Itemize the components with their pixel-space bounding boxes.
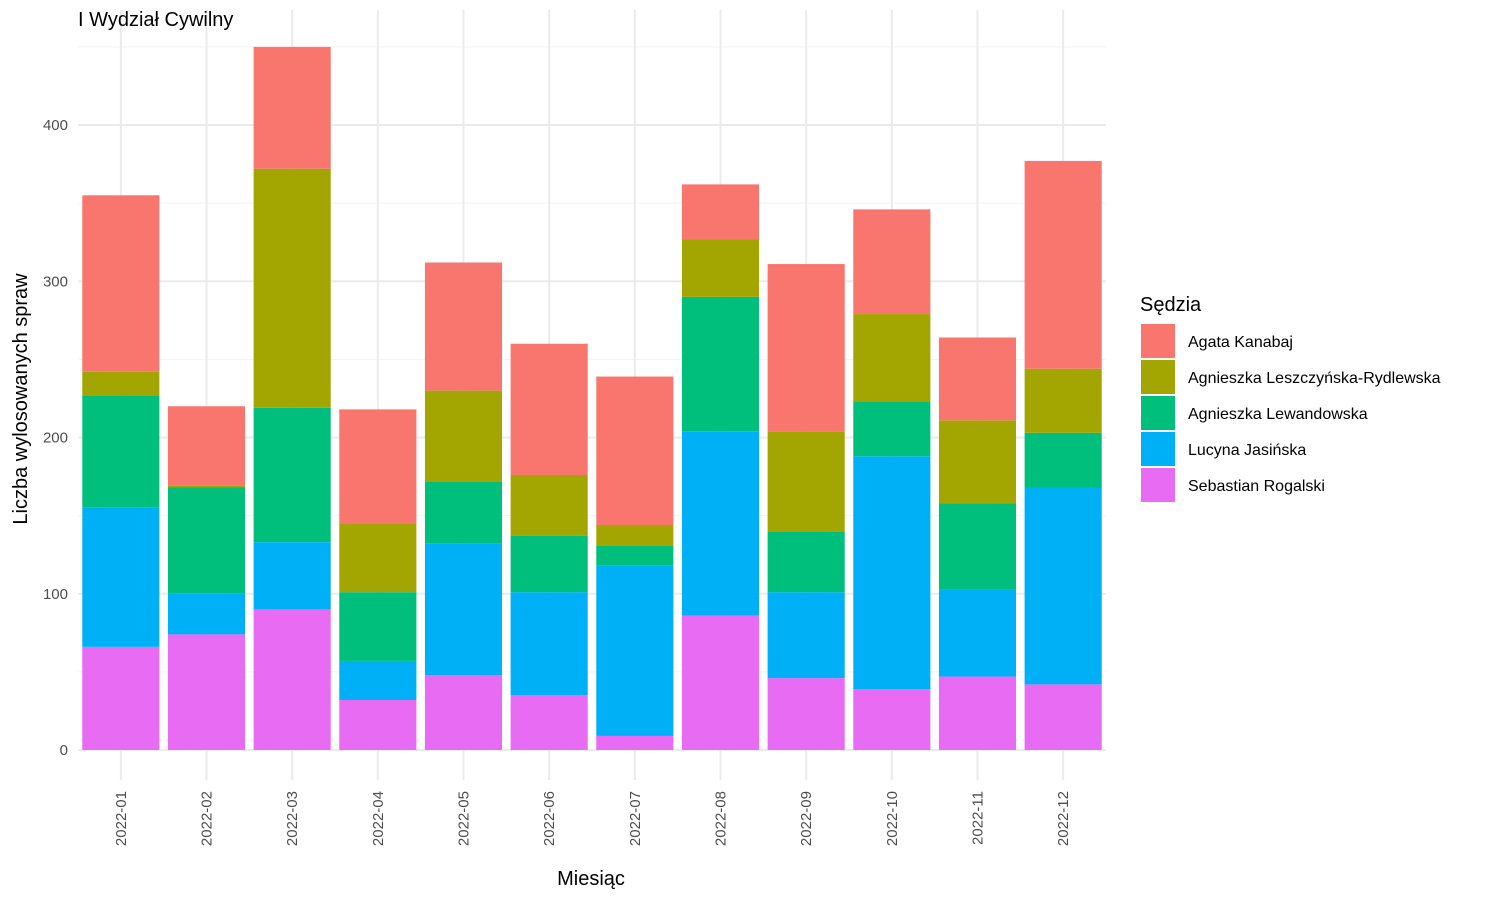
bar-segment — [938, 337, 1017, 421]
bar-segment — [167, 593, 246, 635]
bar-segment — [1024, 368, 1102, 433]
bar-segment — [510, 343, 588, 475]
bar-segment — [938, 503, 1017, 590]
bar-segment — [510, 695, 588, 750]
bar-segment — [596, 525, 674, 546]
bar-segment — [339, 409, 417, 524]
y-tick-label: 300 — [43, 273, 68, 290]
bar-segment — [596, 376, 674, 525]
legend-label: Agnieszka Leszczyńska-Rydlewska — [1188, 370, 1441, 387]
x-tick-label: 2022-04 — [370, 791, 387, 846]
x-tick-label: 2022-01 — [113, 791, 130, 846]
y-axis-title: Liczba wylosowanych spraw — [10, 273, 32, 525]
bar-segment — [510, 475, 588, 536]
bar-segment — [681, 296, 760, 432]
bar-segment — [767, 678, 845, 750]
legend-title: Sędzia — [1140, 294, 1202, 316]
y-tick-label: 0 — [60, 742, 68, 759]
bar-segment — [853, 456, 931, 690]
bar-segment — [510, 592, 588, 696]
x-tick-label: 2022-11 — [970, 791, 987, 845]
y-tick-label: 400 — [43, 117, 68, 134]
x-tick-label: 2022-03 — [284, 791, 301, 846]
bars — [82, 46, 1102, 750]
bar-segment — [424, 675, 503, 750]
bar-segment — [167, 634, 246, 750]
bar-segment — [767, 592, 845, 679]
x-tick-label: 2022-12 — [1055, 791, 1072, 846]
bar-segment — [339, 700, 417, 750]
bar-segment — [853, 209, 931, 315]
legend-label: Lucyna Jasińska — [1188, 442, 1306, 459]
bar-segment — [339, 592, 417, 661]
bar-segment — [510, 535, 588, 593]
bar-segment — [167, 487, 246, 594]
bar-segment — [853, 314, 931, 402]
bar-segment — [767, 431, 845, 532]
legend-swatch — [1141, 468, 1175, 502]
y-tick-label: 200 — [43, 430, 68, 447]
bar-segment — [424, 481, 503, 544]
bar-segment — [82, 195, 160, 372]
bar-segment — [1024, 684, 1102, 750]
legend-swatch — [1141, 324, 1175, 358]
bar-segment — [681, 239, 760, 297]
bar-segment — [938, 676, 1017, 750]
x-tick-label: 2022-06 — [541, 791, 558, 846]
bar-segment — [339, 523, 417, 593]
bar-segment — [253, 46, 331, 169]
x-tick-label: 2022-09 — [798, 791, 815, 846]
legend-label: Sebastian Rogalski — [1188, 478, 1325, 495]
bar-segment — [1024, 160, 1102, 369]
x-tick-label: 2022-05 — [456, 791, 473, 846]
bar-segment — [167, 406, 246, 486]
bar-segment — [82, 395, 160, 508]
legend-swatch — [1141, 396, 1175, 430]
bar-segment — [853, 689, 931, 750]
x-tick-label: 2022-07 — [627, 791, 644, 846]
bar-segment — [424, 262, 503, 391]
x-axis-title: Miesiąc — [557, 868, 625, 890]
legend-label: Agata Kanabaj — [1188, 334, 1293, 351]
y-tick-label: 100 — [43, 586, 68, 603]
bar-segment — [681, 431, 760, 616]
bar-segment — [82, 646, 160, 750]
legend: Sędzia Agata Kanabaj Agnieszka Leszczyńsk… — [1140, 294, 1441, 502]
y-tick-labels: 0 100 200 300 400 — [43, 117, 68, 759]
bar-segment — [853, 401, 931, 457]
bar-segment — [938, 589, 1017, 677]
x-tick-labels: 2022-01 2022-02 2022-03 2022-04 2022-05 2022-… — [113, 791, 1072, 846]
bar-segment — [596, 545, 674, 566]
bar-segment — [767, 531, 845, 593]
chart-title: I Wydział Cywilny — [78, 9, 233, 31]
bar-segment — [339, 660, 417, 700]
bar-segment — [596, 735, 674, 750]
x-tick-label: 2022-02 — [199, 791, 216, 846]
bar-segment — [938, 420, 1017, 504]
bar-segment — [253, 609, 331, 750]
bar-segment — [424, 543, 503, 675]
bar-segment — [767, 264, 845, 432]
x-tick-label: 2022-08 — [713, 791, 730, 846]
legend-swatch — [1141, 360, 1175, 394]
x-tick-label: 2022-10 — [884, 791, 901, 846]
legend-label: Agnieszka Lewandowska — [1188, 406, 1368, 423]
bar-segment — [253, 168, 331, 408]
bar-segment — [681, 615, 760, 750]
bar-segment — [253, 407, 331, 543]
bar-segment — [1024, 487, 1102, 685]
bar-segment — [253, 542, 331, 610]
bar-segment — [596, 565, 674, 736]
bar-segment — [167, 485, 246, 488]
legend-swatch — [1141, 432, 1175, 466]
bar-segment — [424, 390, 503, 482]
bar-segment — [681, 184, 760, 240]
bar-segment — [1024, 432, 1102, 488]
bar-segment — [82, 371, 160, 396]
bar-segment — [82, 507, 160, 647]
